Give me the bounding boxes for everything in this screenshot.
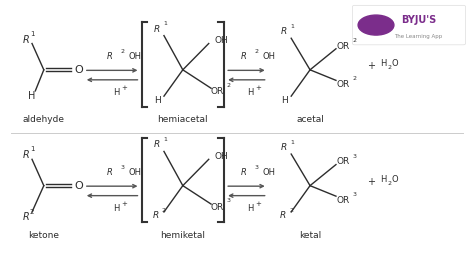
Text: H: H <box>113 88 119 97</box>
Text: 2: 2 <box>162 208 166 213</box>
Text: +: + <box>367 61 375 71</box>
Text: 3: 3 <box>353 154 357 159</box>
Text: 3: 3 <box>120 165 125 170</box>
Text: The Learning App: The Learning App <box>394 34 443 39</box>
Text: 2: 2 <box>353 38 357 43</box>
Text: R: R <box>23 149 29 160</box>
Text: OR: OR <box>337 80 350 89</box>
Text: R: R <box>154 140 160 149</box>
Text: R: R <box>241 52 247 61</box>
Text: OR: OR <box>210 203 224 212</box>
Text: R: R <box>23 212 29 222</box>
Text: hemiacetal: hemiacetal <box>157 115 208 124</box>
Text: H: H <box>247 88 254 97</box>
Text: BYJU'S: BYJU'S <box>401 15 436 25</box>
Text: H: H <box>380 59 386 68</box>
Text: 2: 2 <box>120 49 125 54</box>
Text: 2: 2 <box>289 208 293 213</box>
Text: OR: OR <box>337 196 350 205</box>
Text: OH: OH <box>128 168 141 177</box>
Text: H: H <box>113 203 119 213</box>
Text: 1: 1 <box>30 31 34 37</box>
Text: 1: 1 <box>30 146 34 152</box>
Text: H: H <box>380 174 386 184</box>
FancyBboxPatch shape <box>353 5 465 45</box>
Text: OH: OH <box>215 36 228 45</box>
Text: +: + <box>121 85 127 91</box>
Circle shape <box>358 15 394 35</box>
Text: R: R <box>241 168 247 177</box>
Text: H: H <box>154 95 161 105</box>
Text: R: R <box>152 211 159 221</box>
Text: acetal: acetal <box>296 115 324 124</box>
Text: OH: OH <box>128 52 141 61</box>
Text: 2: 2 <box>30 209 34 215</box>
Text: R: R <box>280 211 286 221</box>
Text: 2: 2 <box>227 83 231 88</box>
Text: OH: OH <box>263 52 275 61</box>
Text: O: O <box>391 59 398 68</box>
Text: O: O <box>75 65 83 75</box>
Text: 1: 1 <box>163 137 167 142</box>
Text: O: O <box>391 174 398 184</box>
Text: R: R <box>107 52 113 61</box>
Text: OH: OH <box>263 168 275 177</box>
Text: O: O <box>75 181 83 191</box>
Text: aldehyde: aldehyde <box>23 115 65 124</box>
Text: 2: 2 <box>255 49 259 54</box>
Text: B: B <box>372 20 380 30</box>
Text: 3: 3 <box>255 165 259 170</box>
Text: hemiketal: hemiketal <box>160 231 205 240</box>
Text: OR: OR <box>337 42 350 51</box>
Text: H: H <box>247 203 254 213</box>
Text: R: R <box>281 143 287 152</box>
Text: R: R <box>107 168 113 177</box>
Text: R: R <box>154 24 160 34</box>
Text: +: + <box>367 177 375 187</box>
Text: 3: 3 <box>353 192 357 197</box>
Text: +: + <box>121 201 127 206</box>
Text: R: R <box>23 35 29 45</box>
Text: 1: 1 <box>290 24 294 29</box>
Text: +: + <box>255 85 261 91</box>
Text: 2: 2 <box>387 65 391 70</box>
Text: 2: 2 <box>353 76 357 81</box>
Text: H: H <box>28 91 35 101</box>
Text: OR: OR <box>210 87 224 96</box>
Text: OR: OR <box>337 157 350 167</box>
Text: 2: 2 <box>387 181 391 186</box>
Text: 1: 1 <box>290 140 294 145</box>
Text: OH: OH <box>215 152 228 161</box>
Text: ketal: ketal <box>299 231 321 240</box>
Text: R: R <box>281 27 287 36</box>
Text: ketone: ketone <box>28 231 59 240</box>
Text: 1: 1 <box>163 21 167 26</box>
Text: 3: 3 <box>227 198 231 203</box>
Text: +: + <box>255 201 261 206</box>
Text: H: H <box>281 95 288 105</box>
